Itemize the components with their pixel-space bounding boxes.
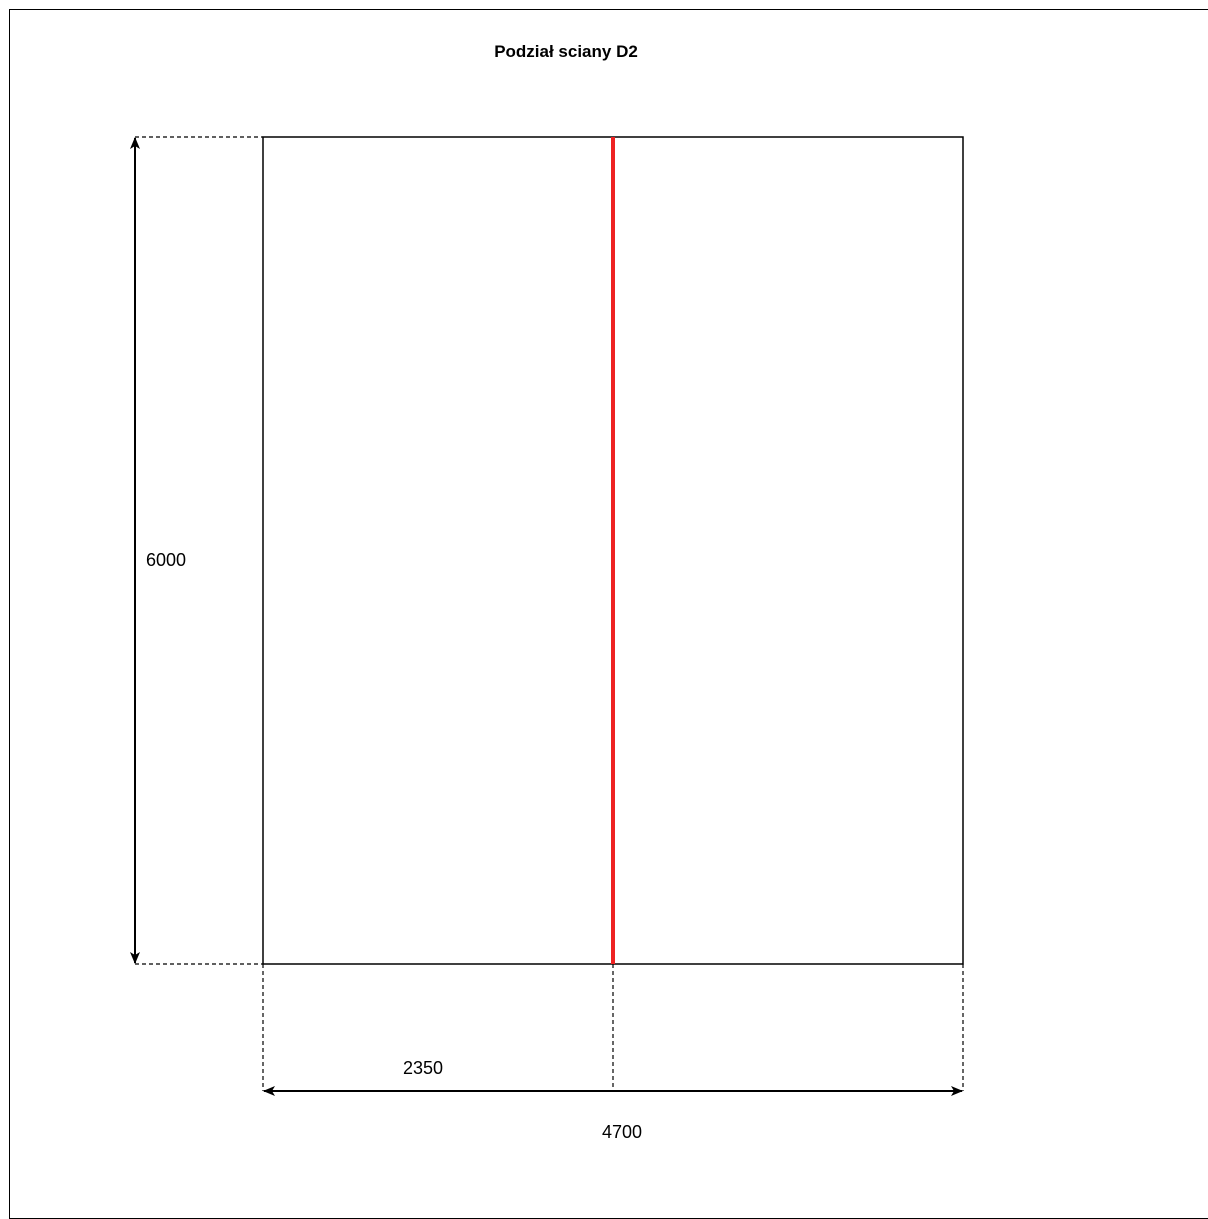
width-label: 4700	[602, 1122, 642, 1142]
diagram-title: Podział sciany D2	[494, 42, 638, 61]
split-label: 2350	[403, 1058, 443, 1078]
height-label: 6000	[146, 550, 186, 570]
